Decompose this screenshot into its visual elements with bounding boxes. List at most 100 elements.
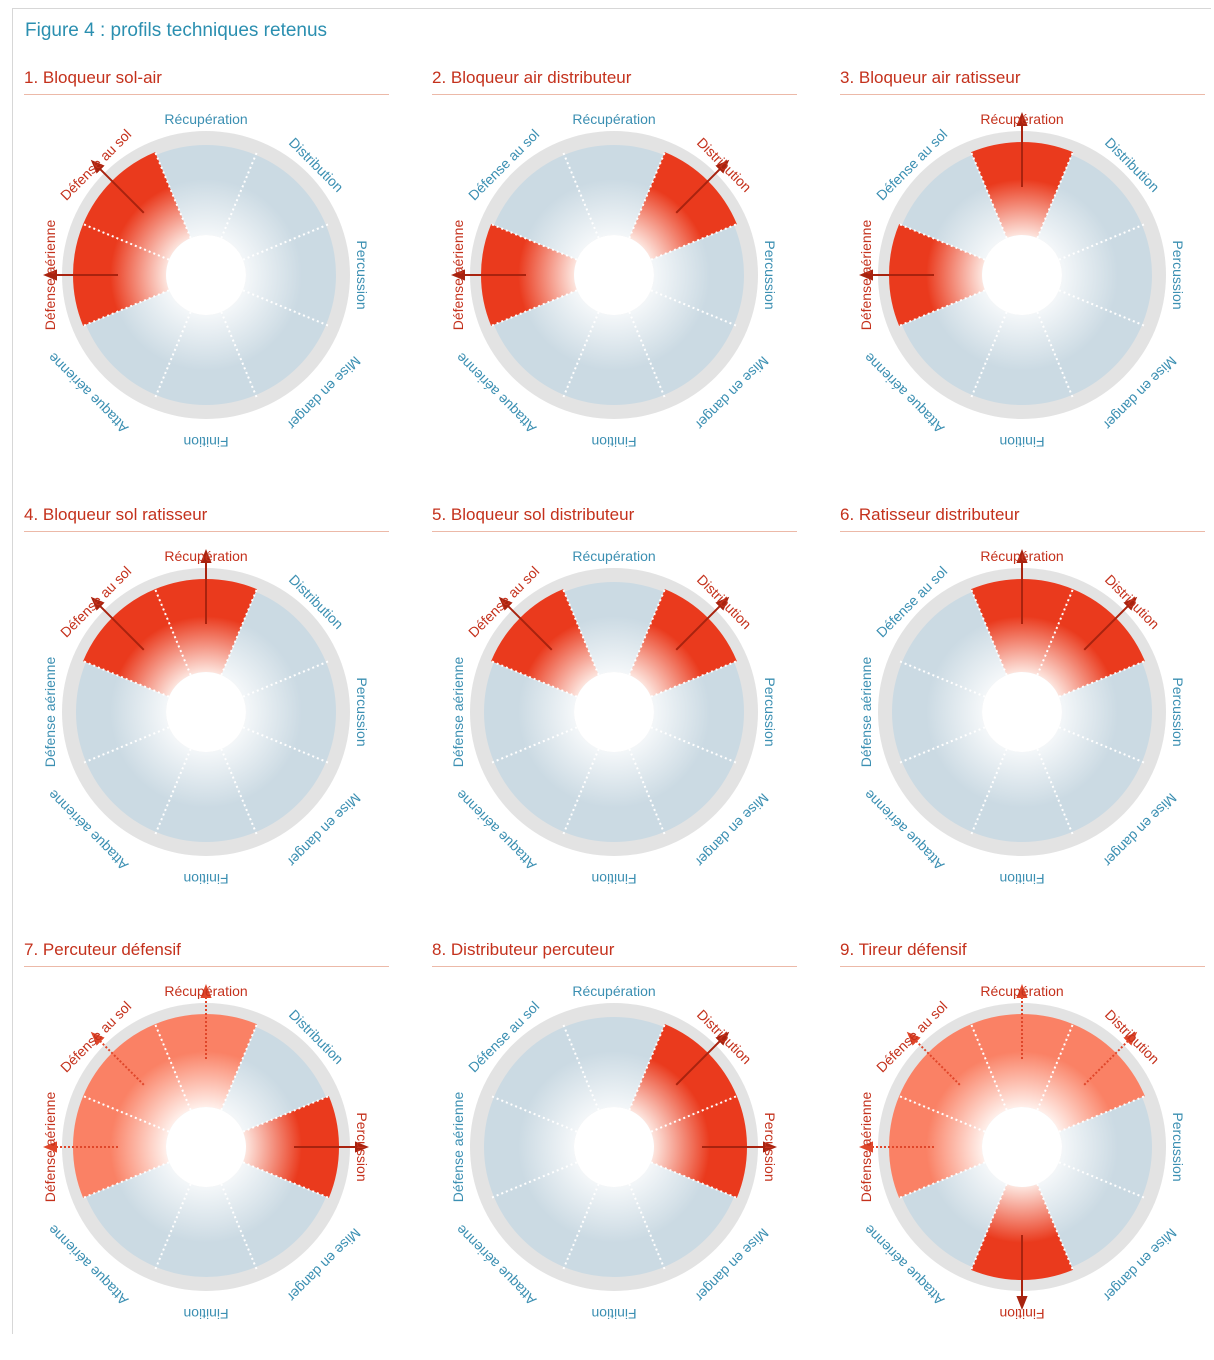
profile-panel: 2. Bloqueur air distributeur Récupératio…: [432, 68, 797, 488]
segment-divider: [1036, 1023, 1074, 1111]
segment-mise-en-danger: [629, 1162, 735, 1268]
segment-divider: [628, 1183, 666, 1271]
axis-label-recuperation: Récupération: [164, 111, 247, 127]
axis-label-defense-aerienne: Défense aérienne: [42, 657, 58, 768]
segment-divider: [650, 660, 738, 698]
segment-divider: [154, 1183, 192, 1271]
segment-divider: [490, 289, 578, 327]
segment-divider: [490, 1095, 578, 1133]
segment-mise-en-danger: [629, 290, 735, 396]
segment-mise-en-danger: [221, 727, 327, 833]
segment-divider: [898, 1161, 986, 1199]
segment-divider: [220, 588, 258, 676]
segment-divider: [82, 660, 170, 698]
segment-divider: [82, 1161, 170, 1199]
segment-defense-aerienne: [480, 224, 578, 326]
segment-divider: [628, 588, 666, 676]
segment-divider: [1036, 151, 1074, 239]
segment-divider: [220, 151, 258, 239]
center-hole: [574, 235, 654, 315]
segment-divider: [242, 726, 330, 764]
profile-panel: 1. Bloqueur sol-air Récupération Distribu…: [24, 68, 389, 488]
axis-label-percussion: Percussion: [1170, 1112, 1186, 1181]
segment-divider: [562, 311, 600, 399]
panel-title: 4. Bloqueur sol ratisseur: [24, 505, 389, 532]
profile-panel: 5. Bloqueur sol distributeur Récupératio…: [432, 505, 797, 925]
segment-divider: [628, 311, 666, 399]
segment-distribution: [221, 1026, 327, 1132]
segment-divider: [242, 289, 330, 327]
segment-divider: [970, 151, 1008, 239]
segment-divider: [650, 1095, 738, 1133]
axis-label-percussion: Percussion: [354, 677, 370, 746]
segment-recuperation: [971, 578, 1073, 676]
panel-title: 5. Bloqueur sol distributeur: [432, 505, 797, 532]
segment-divider: [490, 1161, 578, 1199]
axis-label-recuperation: Récupération: [980, 548, 1063, 564]
segment-attaque-aerienne: [901, 1162, 1007, 1268]
segment-distribution: [1037, 154, 1143, 260]
segment-divider: [628, 1023, 666, 1111]
segment-divider: [1058, 1095, 1146, 1133]
segment-attaque-aerienne: [901, 727, 1007, 833]
arrow-defense-au-sol: [90, 159, 145, 214]
axis-label-defense-aerienne: Défense aérienne: [858, 657, 874, 768]
segment-divider: [562, 588, 600, 676]
segment-defense-aerienne: [888, 224, 986, 326]
segment-divider: [154, 1023, 192, 1111]
axis-label-defense-aerienne: Défense aérienne: [450, 1092, 466, 1203]
axis-label-percussion: Percussion: [762, 240, 778, 309]
segment-divider: [898, 1095, 986, 1133]
axis-label-recuperation: Récupération: [164, 983, 247, 999]
axis-label-percussion: Percussion: [762, 677, 778, 746]
segment-divider: [1058, 726, 1146, 764]
axis-label-defense-aerienne: Défense aérienne: [858, 220, 874, 331]
segment-divider: [650, 223, 738, 261]
center-hole: [982, 1107, 1062, 1187]
segment-divider: [650, 1161, 738, 1199]
segment-divider: [82, 1095, 170, 1133]
arrow-distribution: [1083, 596, 1138, 651]
segment-divider: [650, 289, 738, 327]
profile-panel: 8. Distributeur percuteur Récupération Di…: [432, 940, 797, 1360]
segment-divider: [242, 223, 330, 261]
segment-mise-en-danger: [1037, 727, 1143, 833]
segment-divider: [82, 726, 170, 764]
axis-label-finition: Finition: [591, 1306, 636, 1322]
arrow-defense-au-sol: [498, 596, 553, 651]
segment-finition: [971, 1183, 1073, 1281]
segment-divider: [898, 289, 986, 327]
arrow-defense-au-sol: [90, 1031, 145, 1086]
profile-panel: 6. Ratisseur distributeur Récupération Di…: [840, 505, 1205, 925]
segment-recuperation: [155, 1013, 257, 1111]
segment-divider: [628, 151, 666, 239]
panel-title: 6. Ratisseur distributeur: [840, 505, 1205, 532]
segment-defense-au-sol: [493, 154, 599, 260]
arrow-distribution: [675, 159, 730, 214]
segment-recuperation: [155, 578, 257, 676]
segment-defense-au-sol: [493, 1026, 599, 1132]
segment-mise-en-danger: [221, 290, 327, 396]
segment-divider: [650, 726, 738, 764]
segment-divider: [220, 311, 258, 399]
segment-divider: [562, 748, 600, 836]
segment-percussion: [242, 1096, 340, 1198]
segment-mise-en-danger: [1037, 290, 1143, 396]
center-hole: [982, 235, 1062, 315]
segment-recuperation: [971, 1013, 1073, 1111]
segment-divider: [220, 1023, 258, 1111]
segment-mise-en-danger: [221, 1162, 327, 1268]
segment-divider: [82, 289, 170, 327]
panel-title: 1. Bloqueur sol-air: [24, 68, 389, 95]
segment-attaque-aerienne: [85, 1162, 191, 1268]
segment-divider: [970, 1183, 1008, 1271]
segment-divider: [154, 748, 192, 836]
segment-defense-au-sol: [901, 591, 1007, 697]
profile-panel: 3. Bloqueur air ratisseur Récupération Di…: [840, 68, 1205, 488]
panel-title: 9. Tireur défensif: [840, 940, 1205, 967]
segment-divider: [898, 660, 986, 698]
segment-divider: [242, 1095, 330, 1133]
